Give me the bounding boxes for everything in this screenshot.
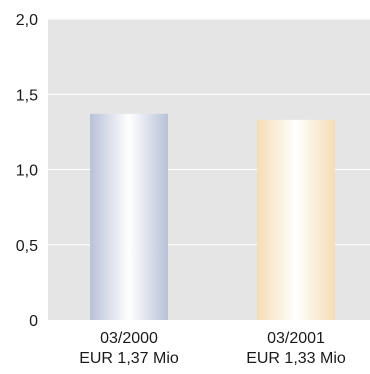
y-tick-label: 1,5	[16, 87, 38, 104]
bars	[90, 113, 335, 321]
bar-2	[257, 119, 335, 321]
y-tick-label: 0,5	[16, 238, 38, 255]
x-tick-label-period: 03/2001	[267, 330, 325, 347]
y-tick-label: 0	[29, 313, 38, 330]
x-axis-labels: 03/2000 EUR 1,37 Mio 03/2001 EUR 1,33 Mio	[79, 330, 346, 367]
x-tick-label-period: 03/2000	[100, 330, 158, 347]
bar-1	[90, 113, 168, 320]
y-tick-label: 2,0	[16, 12, 38, 29]
x-tick-label-value: EUR 1,33 Mio	[246, 350, 346, 367]
y-axis-ticks: 0 0,5 1,0 1,5 2,0	[16, 12, 38, 330]
x-tick-label-value: EUR 1,37 Mio	[79, 350, 179, 367]
y-tick-label: 1,0	[16, 163, 38, 180]
